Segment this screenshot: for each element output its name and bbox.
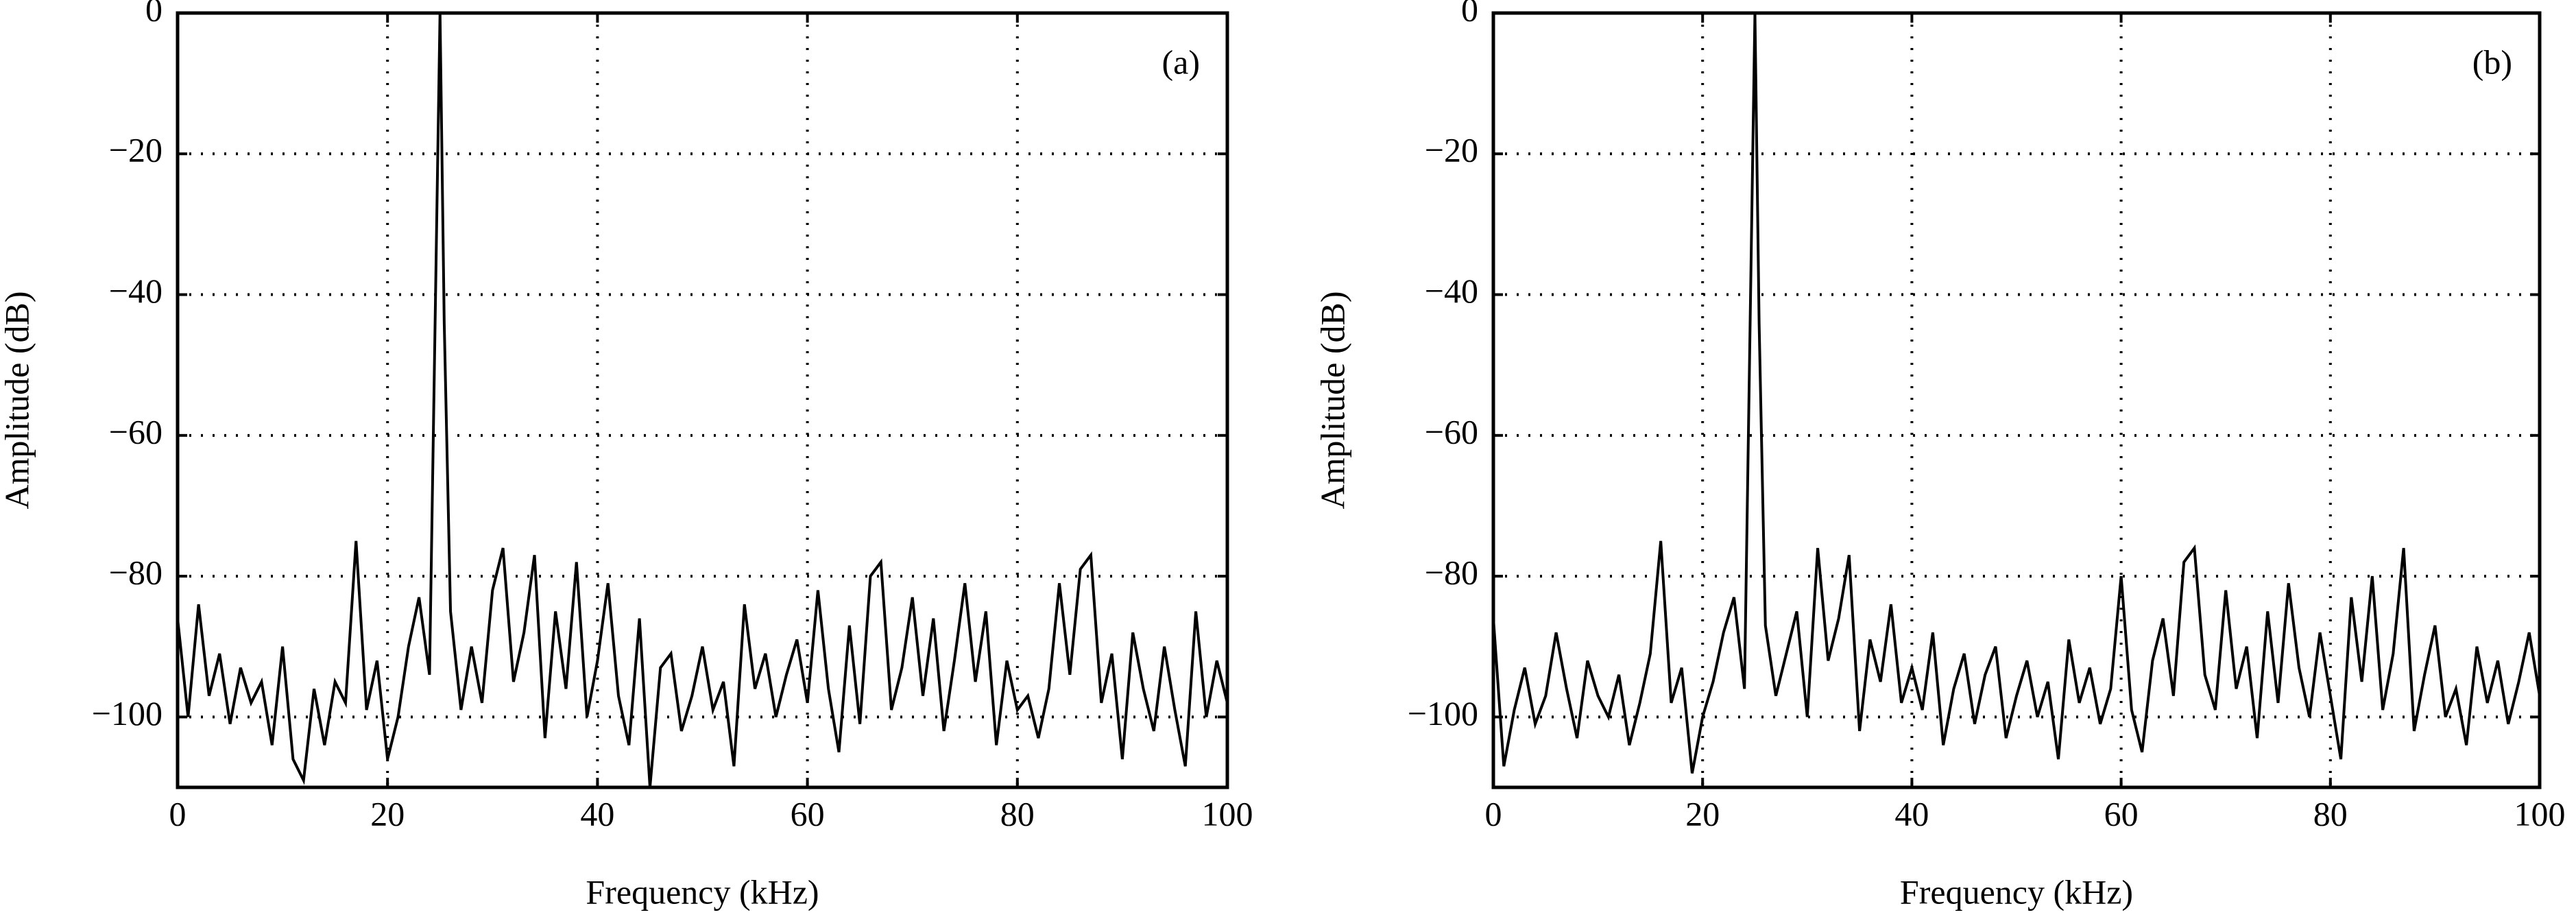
y-tick-label: 0 (145, 0, 162, 28)
x-tick-label: 100 (1202, 794, 1253, 833)
x-axis-label: Frequency (kHz) (1900, 872, 2133, 911)
x-tick-label: 60 (2104, 794, 2139, 833)
y-tick-label: 0 (1461, 0, 1478, 28)
panel: −100 −80 −60 −40 −20 0 0 20 40 60 80 100 (b) Frequenc… (1313, 0, 2565, 911)
panel-label: (b) (2472, 43, 2512, 81)
y-tick-label: −20 (109, 131, 162, 169)
x-axis-label: Frequency (kHz) (586, 872, 819, 911)
x-tick-label: 40 (580, 794, 614, 833)
y-axis-label: Amplitude (dB) (0, 291, 36, 509)
y-tick-label: −40 (109, 272, 162, 310)
x-tick-label: 60 (791, 794, 825, 833)
x-tick-label: 0 (169, 794, 186, 833)
y-axis-label: Amplitude (dB) (1313, 291, 1351, 509)
x-tick-label: 80 (2313, 794, 2348, 833)
y-tick-label: −60 (1425, 412, 1478, 451)
spectrum-line (1492, 12, 2541, 774)
y-tick-label: −40 (1425, 272, 1478, 310)
y-tick-label: −100 (1408, 694, 1478, 733)
x-tick-label: 20 (370, 794, 405, 833)
x-tick-label: 0 (1485, 794, 1502, 833)
plot-frame (1491, 11, 2542, 789)
x-tick-label: 80 (1000, 794, 1035, 833)
spectrum-line (176, 12, 1229, 788)
y-tick-label: −100 (92, 694, 162, 733)
y-tick-label: −20 (1425, 131, 1478, 169)
y-tick-label: −80 (109, 553, 162, 592)
x-tick-label: 20 (1685, 794, 1720, 833)
x-tick-label: 40 (1894, 794, 1929, 833)
x-tick-label: 100 (2514, 794, 2566, 833)
panel-label: (a) (1162, 43, 1201, 81)
panel: −100 −80 −60 −40 −20 0 0 20 40 60 80 100 (a) Frequenc… (0, 0, 1253, 911)
y-tick-label: −60 (109, 412, 162, 451)
y-tick-label: −80 (1425, 553, 1478, 592)
plot-frame (176, 11, 1229, 789)
